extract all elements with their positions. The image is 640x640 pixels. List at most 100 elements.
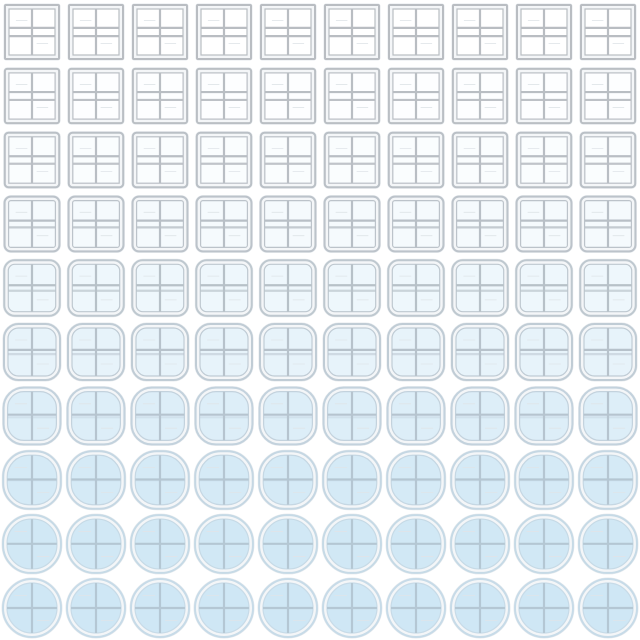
window-icon: [449, 513, 511, 575]
window-mullions: [9, 9, 55, 55]
window-icon: [513, 577, 575, 639]
window-mullions: [200, 72, 248, 120]
window-mullions: [327, 455, 377, 505]
window-icon: [578, 386, 638, 446]
window-icon: [67, 195, 125, 253]
window-icon: [3, 67, 61, 125]
window-tile: [384, 320, 448, 384]
window-tile: [512, 256, 576, 320]
window-tile: [384, 64, 448, 128]
window-icon: [578, 322, 638, 382]
window-mullions: [455, 583, 505, 633]
window-tile: [192, 576, 256, 640]
window-icon: [129, 513, 191, 575]
window-tile: [0, 448, 64, 512]
window-tile: [320, 256, 384, 320]
window-icon: [130, 322, 190, 382]
window-mullions: [391, 391, 441, 441]
window-tile: [192, 192, 256, 256]
window-mullions: [520, 136, 568, 184]
window-mullions: [263, 583, 313, 633]
window-icon: [577, 513, 639, 575]
window-mullions: [392, 136, 440, 184]
window-tile: [448, 384, 512, 448]
window-mullions: [199, 391, 249, 441]
window-mullions: [137, 9, 183, 55]
window-mullions: [71, 519, 121, 569]
window-icon: [258, 322, 318, 382]
window-tile: [576, 384, 640, 448]
window-icon: [451, 195, 509, 253]
window-mullions: [392, 328, 440, 376]
window-icon: [67, 131, 125, 189]
window-icon: [67, 3, 125, 61]
window-icon: [515, 195, 573, 253]
window-icon: [67, 67, 125, 125]
window-icon: [513, 449, 575, 511]
window-mullions: [8, 264, 56, 312]
window-icon: [257, 449, 319, 511]
window-icon: [259, 131, 317, 189]
window-icon: [129, 577, 191, 639]
window-mullions: [328, 264, 376, 312]
window-icon: [130, 258, 190, 318]
window-mullions: [264, 72, 312, 120]
window-tile: [256, 64, 320, 128]
window-tile: [64, 256, 128, 320]
window-mullions: [327, 583, 377, 633]
window-icon: [1, 577, 63, 639]
window-tile: [512, 64, 576, 128]
window-icon: [323, 195, 381, 253]
window-mullions: [456, 72, 504, 120]
window-tile: [128, 384, 192, 448]
window-tile: [64, 448, 128, 512]
window-icon: [65, 449, 127, 511]
window-tile: [192, 64, 256, 128]
window-tile: [512, 448, 576, 512]
window-tile: [128, 576, 192, 640]
window-mullions: [520, 264, 568, 312]
window-tile: [64, 512, 128, 576]
window-mullions: [135, 391, 185, 441]
window-tile: [192, 448, 256, 512]
window-mullions: [329, 9, 375, 55]
window-tile: [128, 64, 192, 128]
window-mullions: [72, 72, 120, 120]
window-icon: [514, 386, 574, 446]
window-tile: [192, 384, 256, 448]
window-mullions: [583, 391, 633, 441]
window-mullions: [328, 136, 376, 184]
window-icon: [66, 258, 126, 318]
window-tile: [384, 192, 448, 256]
window-tile: [0, 512, 64, 576]
window-tile: [0, 192, 64, 256]
window-tile: [448, 576, 512, 640]
window-icon: [193, 513, 255, 575]
window-icon: [515, 67, 573, 125]
window-tile: [256, 0, 320, 64]
window-mullions: [8, 136, 56, 184]
window-mullions: [264, 136, 312, 184]
window-tile: [0, 64, 64, 128]
window-mullions: [457, 9, 503, 55]
window-tile: [320, 384, 384, 448]
window-mullions: [584, 136, 632, 184]
window-mullions: [520, 200, 568, 248]
window-tile: [256, 384, 320, 448]
window-icon: [514, 322, 574, 382]
window-tile: [0, 576, 64, 640]
window-tile: [576, 576, 640, 640]
window-tile: [0, 384, 64, 448]
window-tile: [128, 512, 192, 576]
window-tile: [576, 192, 640, 256]
window-icon: [451, 3, 509, 61]
window-icon: [3, 131, 61, 189]
window-icon: [195, 131, 253, 189]
window-icon: [3, 3, 61, 61]
window-mullions: [392, 72, 440, 120]
window-icon: [450, 386, 510, 446]
window-mullions: [72, 328, 120, 376]
window-mullions: [199, 455, 249, 505]
window-mullions: [263, 455, 313, 505]
window-tile: [128, 256, 192, 320]
